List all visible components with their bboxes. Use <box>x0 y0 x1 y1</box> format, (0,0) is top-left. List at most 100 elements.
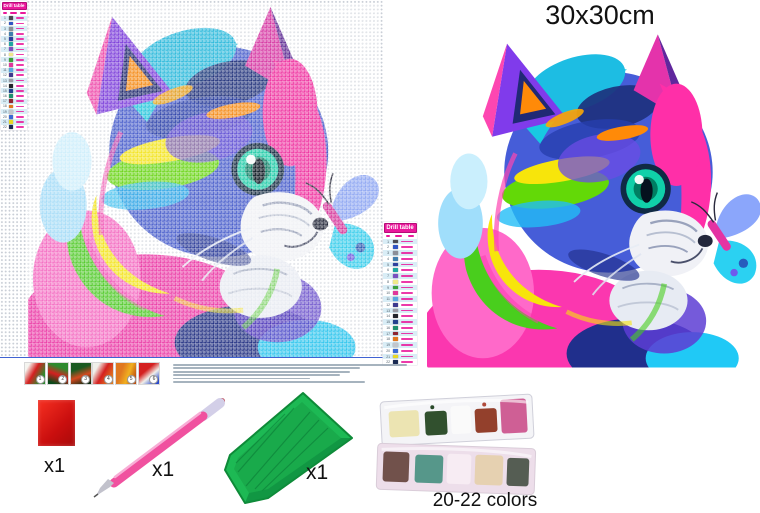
drill-table-row: 15 <box>383 319 417 325</box>
drill-color-code <box>13 32 27 35</box>
instruction-text-line <box>173 374 340 376</box>
drill-color-swatch <box>393 291 398 296</box>
instruction-step-thumbnail: 6 <box>137 362 160 385</box>
drill-table-right: Drill table 1 2 3 4 5 6 7 8 9 10 11 12 13 14 15 16 17 18 1… <box>383 222 417 366</box>
drill-color-code <box>398 240 417 243</box>
drill-color-code <box>13 95 27 97</box>
drill-table-row: 14 <box>383 313 417 319</box>
instruction-step-thumbnail: 3 <box>69 362 92 385</box>
drill-color-code <box>13 110 27 113</box>
drill-color-code <box>398 269 417 272</box>
drill-table-row: 1 <box>383 238 417 245</box>
drill-color-code <box>398 292 417 295</box>
drill-number: 5 <box>387 262 390 267</box>
drill-table-row: 13 <box>383 307 417 314</box>
drill-number: 13 <box>3 78 7 83</box>
drill-table-title: Drill table <box>383 222 417 234</box>
instruction-text-lines <box>173 364 407 384</box>
drill-color-code <box>398 303 417 306</box>
drill-color-swatch <box>8 52 14 57</box>
drill-number: 16 <box>386 325 390 330</box>
drill-color-code <box>13 69 27 71</box>
drill-number: 12 <box>3 73 7 78</box>
drill-color-swatch <box>8 114 14 119</box>
drill-table-row: 4 <box>383 256 417 262</box>
instruction-step-thumbnail: 5 <box>115 362 138 385</box>
drill-color-code <box>13 38 27 40</box>
drill-color-code <box>13 74 27 77</box>
drill-table-row: 3 <box>383 250 417 256</box>
drill-color-swatch <box>8 42 14 47</box>
drill-color-code <box>398 315 417 318</box>
drill-color-swatch <box>393 320 398 324</box>
drill-number: 6 <box>3 42 6 47</box>
cat-painting-image <box>427 30 760 370</box>
tray-qty-label: x1 <box>306 461 329 484</box>
drill-number: 15 <box>3 88 7 93</box>
drill-table-row: 10 <box>383 290 417 296</box>
drill-number: 19 <box>386 343 390 348</box>
instruction-strip: 1 2 3 4 5 6 <box>24 361 416 389</box>
drill-table-row: 16 <box>1 93 27 98</box>
drill-table-row: 6 <box>383 267 417 273</box>
drill-table-row: 22 <box>383 359 417 365</box>
drill-table-row: 12 <box>1 73 27 78</box>
drill-color-swatch <box>8 125 14 130</box>
drill-color-code <box>398 246 417 249</box>
drill-color-code <box>13 79 27 82</box>
drill-color-swatch <box>8 31 14 36</box>
drill-number: 18 <box>3 104 7 109</box>
drill-color-code <box>398 361 417 364</box>
drill-color-code <box>13 17 27 20</box>
drill-number: 11 <box>386 297 390 302</box>
instruction-step-thumbnail: 1 <box>24 362 46 385</box>
drill-number: 20 <box>3 114 7 119</box>
drill-color-code <box>13 48 27 51</box>
instruction-step-thumbnail: 2 <box>46 362 69 385</box>
drill-tray <box>224 392 353 504</box>
drill-color-swatch <box>393 285 398 290</box>
drill-color-code <box>13 90 27 92</box>
drill-color-swatch <box>8 94 14 98</box>
drill-number: 1 <box>387 239 390 244</box>
step-number: 3 <box>81 374 91 384</box>
drill-number: 2 <box>387 245 390 250</box>
drill-color-code <box>398 257 417 260</box>
drill-color-swatch <box>393 360 398 365</box>
drill-table-row: 7 <box>1 46 27 52</box>
drill-color-swatch <box>8 109 14 114</box>
drill-table-left: Drill table 1 2 3 4 5 6 7 8 9 10 11 12 13 14 15 16 17 18 1… <box>1 1 27 130</box>
drill-color-swatch <box>393 274 398 278</box>
instruction-text-line <box>173 364 407 366</box>
drill-table-row: 14 <box>1 83 27 88</box>
drill-color-swatch <box>393 256 398 261</box>
drill-color-code <box>13 84 27 87</box>
drill-color-swatch <box>393 343 398 347</box>
drill-table-row: 11 <box>383 296 417 302</box>
drill-color-code <box>398 280 417 283</box>
drill-table-row: 11 <box>1 67 27 73</box>
drill-color-code <box>13 64 27 66</box>
drill-table-row: 22 <box>1 125 27 130</box>
drill-color-code <box>398 321 417 323</box>
drill-number: 12 <box>386 302 390 307</box>
drill-table-row: 21 <box>383 353 417 360</box>
drill-color-code <box>398 286 417 289</box>
drill-number: 21 <box>386 354 390 359</box>
finished-cat-artwork <box>427 30 760 370</box>
drill-color-code <box>13 27 27 30</box>
drill-number: 4 <box>3 31 6 36</box>
step-number: 5 <box>126 374 136 384</box>
drill-table-header <box>1 11 27 16</box>
drill-color-swatch <box>393 354 398 359</box>
drill-color-code <box>398 298 417 300</box>
pen-qty-label: x1 <box>152 458 175 481</box>
drill-table-row: 10 <box>1 62 27 67</box>
drill-color-swatch <box>8 73 14 78</box>
drill-table-header <box>383 234 417 239</box>
drill-number: 4 <box>387 256 390 261</box>
drill-color-code <box>398 344 417 346</box>
size-label: 30x30cm <box>545 0 655 30</box>
drill-number: 17 <box>386 331 390 336</box>
